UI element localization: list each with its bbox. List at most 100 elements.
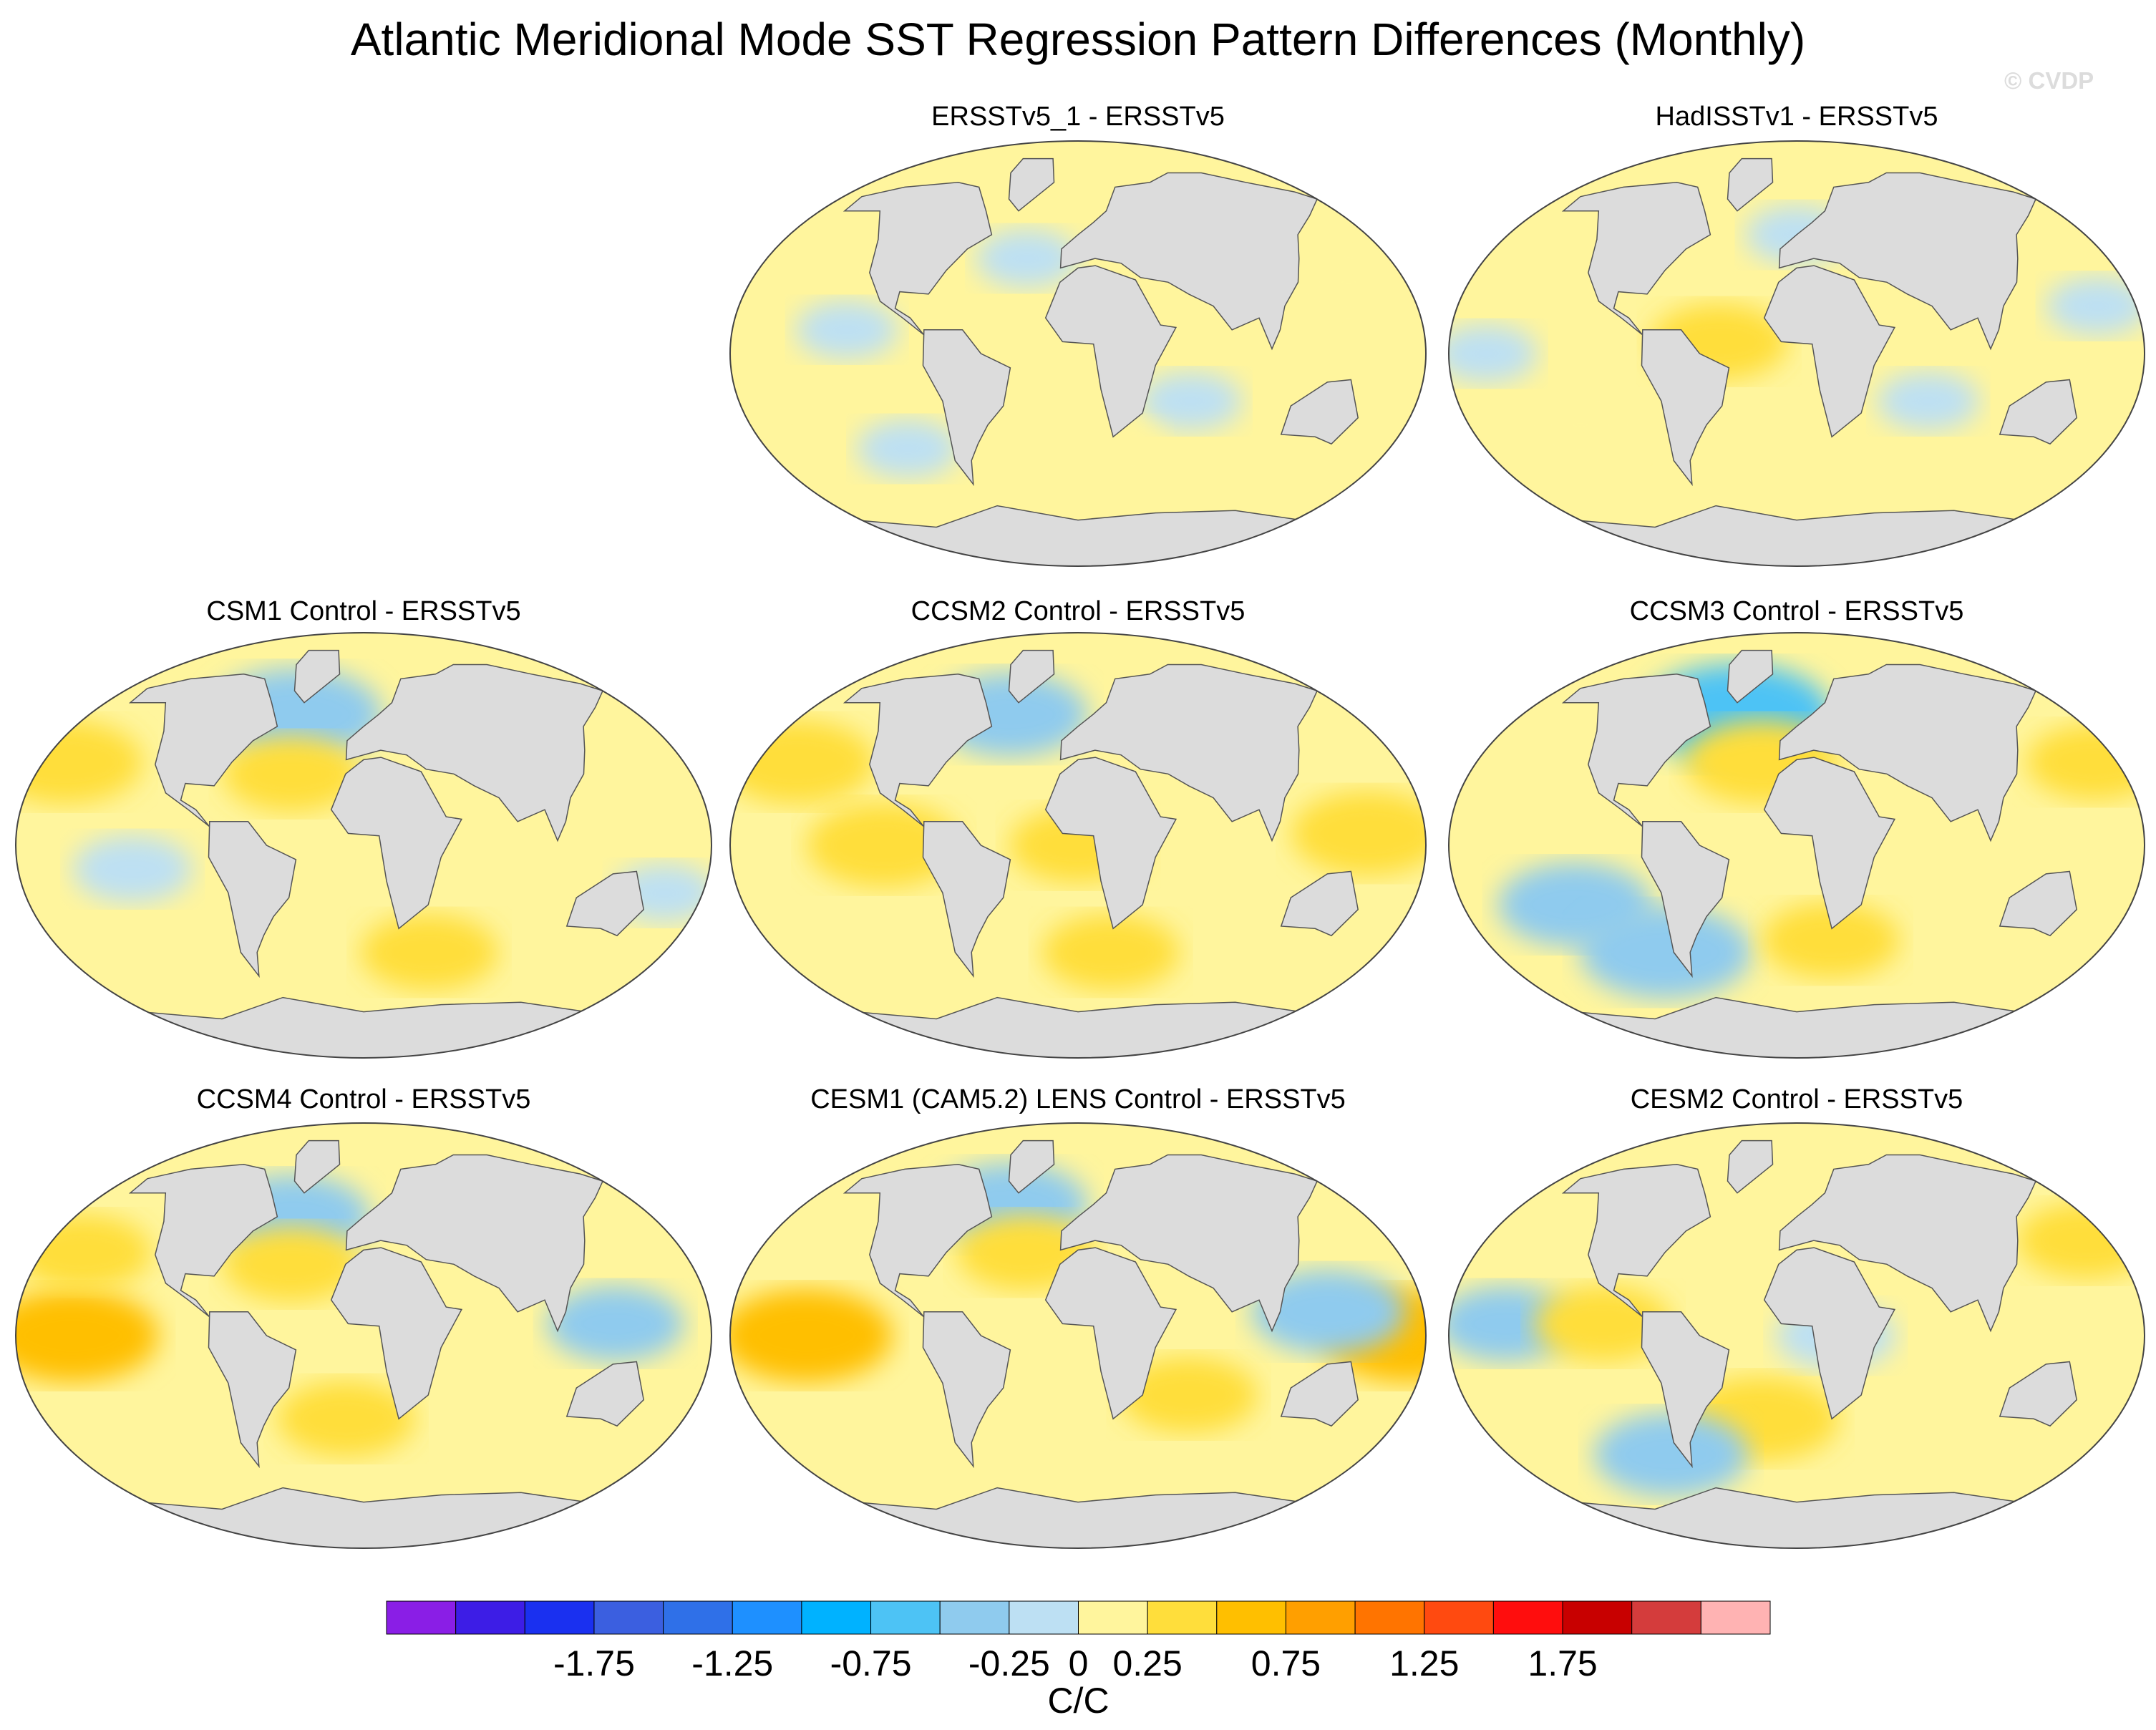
land-north-america [1561, 182, 1711, 335]
chart-title: Atlantic Meridional Mode SST Regression … [350, 14, 1806, 65]
map-border [1448, 140, 2145, 567]
land-antarctica [1573, 1487, 2021, 1548]
map-border [729, 140, 1427, 567]
colorbar-bin-16 [1492, 1600, 1563, 1635]
panel-title-ccsm3: CCSM3 Control - ERSSTv5 [1629, 596, 1964, 626]
anomaly-region-1 [795, 300, 899, 359]
map-panel-cesm1_lens [729, 1122, 1427, 1550]
anomaly-region-0 [16, 1289, 159, 1382]
land-greenland [1008, 649, 1055, 704]
land-eurasia [1059, 664, 1319, 842]
land-south-america [1641, 329, 1730, 487]
ocean-background [1449, 141, 2145, 566]
land-australia [1999, 379, 2078, 445]
anomaly-region-3 [1876, 371, 1980, 431]
land-south-america [208, 821, 297, 978]
land-africa [1044, 1247, 1177, 1420]
map-panel-ersstv5_1 [729, 140, 1427, 568]
anomaly-region-0 [1449, 324, 1538, 383]
land-north-america [843, 182, 993, 335]
anomaly-region-0 [1449, 1286, 1575, 1362]
anomaly-region-4 [1288, 248, 1409, 316]
panel-title-ccsm2: CCSM2 Control - ERSSTv5 [911, 596, 1245, 626]
colorbar-tick-label: -1.75 [553, 1643, 635, 1683]
map-svg-cesm1_lens [729, 1122, 1427, 1549]
anomaly-region-2 [975, 229, 1079, 288]
land-greenland [1727, 649, 1774, 704]
land-antarctica [1573, 996, 2021, 1058]
land-north-america [1561, 674, 1711, 827]
colorbar-bin-3 [593, 1600, 664, 1635]
anomaly-region-0 [740, 359, 844, 419]
panel-title-cesm2: CESM2 Control - ERSSTv5 [1630, 1084, 1963, 1114]
map-border [1448, 632, 2145, 1059]
land-south-america [922, 1311, 1011, 1469]
panel-title-cesm1_lens: CESM1 (CAM5.2) LENS Control - ERSSTv5 [810, 1084, 1346, 1114]
anomaly-region-3 [72, 835, 193, 903]
panel-title-csm1: CSM1 Control - ERSSTv5 [206, 596, 521, 626]
anomaly-region-1 [806, 803, 961, 888]
land-eurasia [1778, 172, 2037, 351]
map-border [15, 632, 712, 1059]
land-eurasia [1778, 1154, 2037, 1333]
watermark: © CVDP [2004, 67, 2094, 94]
colorbar-tick-label: 0 [1068, 1643, 1089, 1683]
land-antarctica [855, 1487, 1303, 1548]
colorbar-tick-label: 1.75 [1528, 1643, 1598, 1683]
land-antarctica [855, 505, 1303, 566]
colorbar-bin-13 [1285, 1600, 1356, 1635]
map-panel-ccsm3 [1447, 631, 2146, 1059]
land-australia [1280, 379, 1359, 445]
map-panel-csm1 [14, 631, 713, 1059]
colorbar-bin-5 [732, 1600, 802, 1635]
anomaly-region-3 [1139, 371, 1243, 431]
map-svg-hadisstv1 [1448, 140, 2145, 567]
map-border [729, 632, 1427, 1059]
colorbar-tick-label: 0.25 [1112, 1643, 1183, 1683]
land-africa [1044, 757, 1177, 930]
colorbar-tick-label: -0.75 [830, 1643, 912, 1683]
colorbar-bin-1 [455, 1600, 525, 1635]
colorbar-tick-label: 0.75 [1251, 1643, 1321, 1683]
land-greenland [293, 1139, 341, 1194]
colorbar-bin-10 [1078, 1600, 1148, 1635]
colorbar-tick-label: -0.25 [968, 1643, 1050, 1683]
land-africa [330, 1247, 463, 1420]
anomaly-region-5 [16, 1214, 152, 1291]
anomaly-region-6 [1060, 419, 1164, 478]
map-border [15, 1122, 712, 1549]
land-south-america [1641, 821, 1730, 978]
anomaly-region-4 [277, 1381, 415, 1457]
land-eurasia [1778, 664, 2037, 842]
land-antarctica [1573, 505, 2021, 566]
colorbar-bin-15 [1424, 1600, 1494, 1635]
anomaly-region-5 [856, 419, 960, 478]
land-greenland [293, 649, 341, 704]
land-australia [1280, 1361, 1359, 1427]
land-north-america [128, 1164, 278, 1317]
land-south-america [922, 329, 1011, 487]
anomaly-region-3 [1251, 1269, 1406, 1354]
land-africa [330, 757, 463, 930]
colorbar-bin-11 [1147, 1600, 1218, 1635]
colorbar-bin-17 [1562, 1600, 1633, 1635]
land-greenland [1008, 1139, 1055, 1194]
land-greenland [1008, 157, 1055, 212]
map-panel-ccsm4 [14, 1122, 713, 1550]
land-africa [1044, 265, 1177, 438]
colorbar-tick-label: 1.25 [1389, 1643, 1460, 1683]
land-australia [1999, 1361, 2078, 1427]
anomaly-region-4 [1762, 902, 1900, 978]
anomaly-region-0 [730, 1289, 893, 1382]
panel-title-ersstv5_1: ERSSTv5_1 - ERSSTv5 [931, 102, 1225, 132]
colorbar-units: C/C [1047, 1681, 1109, 1721]
land-eurasia [345, 664, 604, 842]
land-africa [1763, 265, 1896, 438]
anomaly-region-5 [1041, 914, 1180, 991]
map-border [729, 1122, 1427, 1549]
land-greenland [1727, 157, 1774, 212]
anomaly-region-1 [1534, 1286, 1672, 1362]
land-australia [1999, 870, 2078, 937]
land-north-america [843, 674, 993, 827]
land-north-america [843, 1164, 993, 1317]
